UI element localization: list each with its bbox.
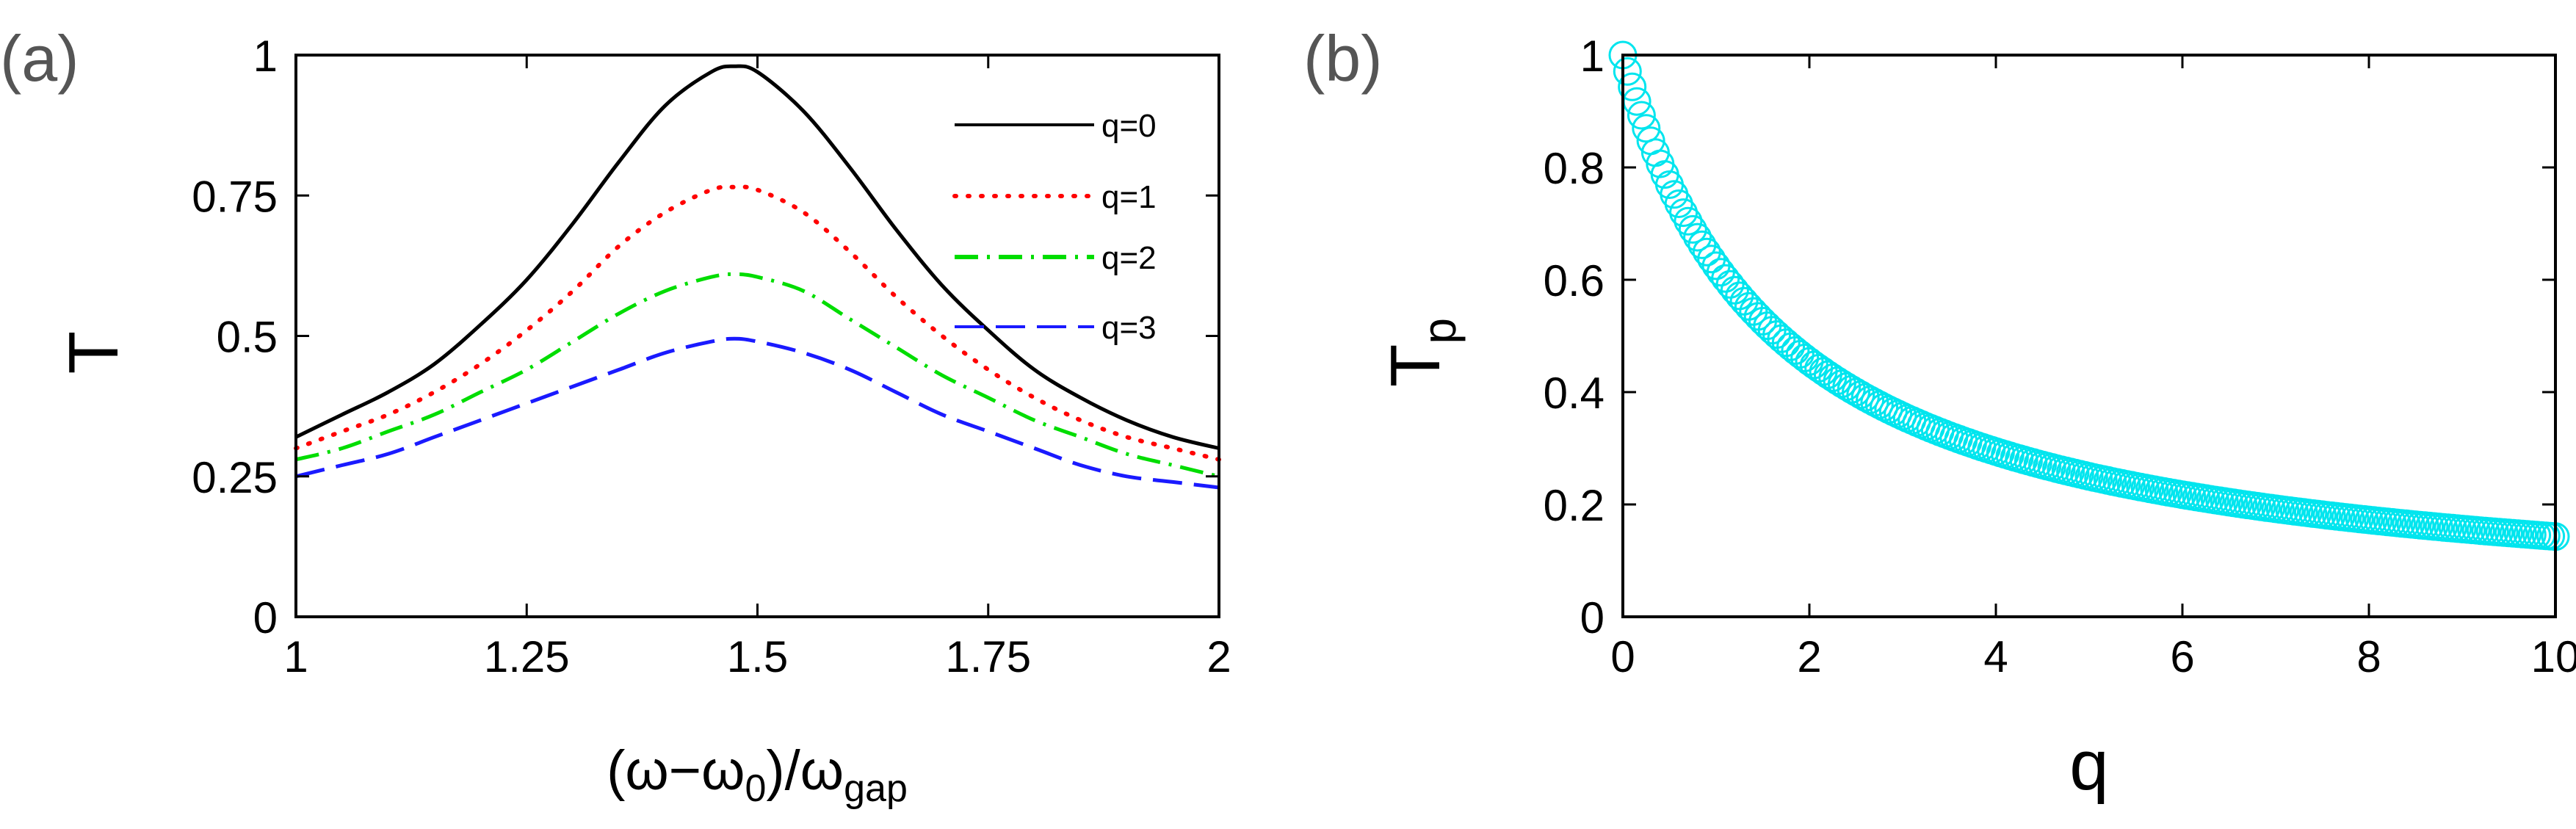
panel-b-x-tick-label: 10 [2531, 632, 2576, 681]
panel-b-x-tick-label: 6 [2170, 632, 2194, 681]
panel-a-x-axis-label: (ω−ω0)/ωgap [607, 739, 908, 810]
scatter-point [1632, 114, 1661, 143]
series-line-q1 [294, 184, 1221, 462]
panel-b-ticks: 0 2 4 6 8 10 0 0.2 0.4 0.6 0.8 1 [1544, 32, 2576, 681]
legend-label-q2: q=2 [1101, 240, 1157, 276]
panel-a-y-tick-label: 0.5 [217, 313, 278, 362]
panel-a-legend: q=0 q=1 q=2 q=3 [952, 108, 1157, 346]
panel-a-plot-frame [294, 54, 1220, 618]
panel-b: (b) 0 2 4 6 8 10 0 0.2 0.4 0.6 0.8 1 Tp q [1303, 22, 2576, 805]
scatter-point [1613, 57, 1642, 86]
panel-b-y-tick-label: 0.6 [1544, 256, 1604, 305]
panel-b-y-tick-label: 0.4 [1544, 369, 1604, 418]
scatter-point [1618, 72, 1647, 101]
panel-a-x-tick-label: 1 [283, 632, 308, 681]
panel-b-plot-frame [1621, 54, 2557, 618]
panel-a-x-tick-label: 1.75 [945, 632, 1031, 681]
panel-a-y-tick-label: 0.75 [192, 172, 278, 221]
panel-b-x-tick-label: 2 [1797, 632, 1821, 681]
panel-a-x-tick-label: 1.5 [727, 632, 788, 681]
panel-b-y-tick-label: 0.8 [1544, 144, 1604, 193]
scatter-point [1687, 230, 1717, 259]
panel-b-y-label-main: T [1376, 344, 1455, 387]
panel-a-x-label-sub1: gap [844, 767, 908, 810]
panel-b-x-tick-label: 8 [2356, 632, 2381, 681]
panel-b-y-axis-label: Tp [1376, 318, 1466, 387]
scatter-point [1832, 372, 1862, 401]
scatter-point [1683, 222, 1712, 252]
panel-b-y-tick-label: 0 [1580, 593, 1604, 642]
panel-b-y-tick-label: 1 [1580, 32, 1604, 81]
panel-a-x-label-sub0: 0 [745, 767, 766, 810]
panel-a-y-tick-label: 1 [253, 32, 278, 81]
series-line-q0 [294, 64, 1220, 450]
panel-a-x-tick-label: 1.25 [484, 632, 570, 681]
panel-a-y-tick-label: 0.25 [192, 453, 278, 502]
legend-label-q0: q=0 [1101, 108, 1157, 144]
panel-b-x-tick-label: 0 [1610, 632, 1635, 681]
scatter-point [1678, 214, 1707, 244]
scatter-point [1627, 101, 1656, 130]
panel-b-y-label-sub: p [1413, 318, 1466, 344]
panel-a-label: (a) [0, 22, 79, 95]
panel-a-series-layer [294, 64, 1221, 490]
panel-b-y-tick-label: 0.2 [1544, 481, 1604, 530]
panel-a-y-tick-label: 0 [253, 593, 278, 642]
panel-b-x-axis-label: q [2069, 726, 2108, 805]
panel-b-label: (b) [1303, 22, 1383, 95]
scatter-point [1715, 269, 1745, 299]
panel-a: (a) 1 1.25 1.5 1.75 200.250.50.751 T (ω−ω0)/… [0, 22, 1231, 810]
scatter-point [1674, 206, 1703, 236]
panel-a-ticks: 1 1.25 1.5 1.75 2 0 0.25 0.5 0.75 1 [192, 32, 1231, 681]
panel-b-x-tick-label: 4 [1983, 632, 2008, 681]
panel-a-y-axis-label: T [54, 331, 133, 374]
legend-label-q1: q=1 [1101, 179, 1157, 215]
series-line-q2 [295, 272, 1220, 479]
panel-a-x-tick-label: 2 [1206, 632, 1231, 681]
panel-a-x-label-part2: )/ω [766, 739, 844, 802]
legend-label-q3: q=3 [1101, 310, 1157, 346]
panel-b-points-layer [1608, 40, 2570, 551]
series-line-q3 [295, 336, 1220, 490]
panel-a-x-label-part1: (ω−ω [607, 739, 745, 802]
